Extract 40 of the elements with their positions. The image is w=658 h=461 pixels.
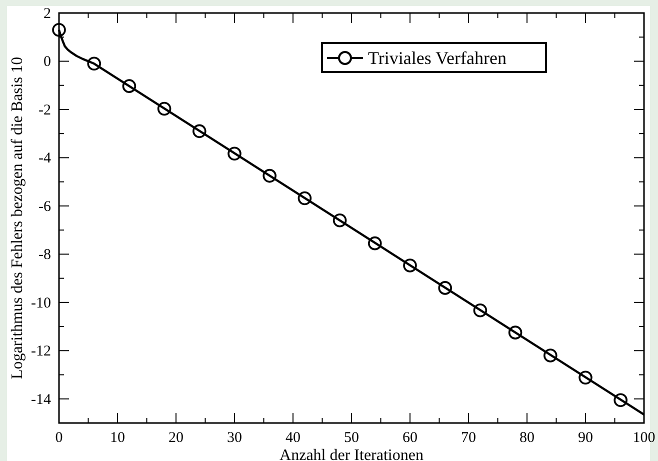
x-tick-label: 0	[55, 430, 63, 446]
legend-label: Triviales Verfahren	[368, 48, 506, 68]
point	[228, 146, 242, 161]
x-tick-label: 30	[227, 430, 242, 446]
point	[298, 191, 312, 206]
y-tick-label: -6	[38, 198, 52, 215]
x-tick-label: 50	[344, 430, 359, 446]
point	[614, 393, 628, 407]
point	[368, 236, 382, 250]
x-tick-label: 20	[168, 430, 184, 446]
y-tick-label: -2	[38, 102, 51, 118]
y-tick-label: 2	[44, 6, 51, 22]
x-axis-title: Anzahl der Iterationen	[280, 447, 424, 461]
point	[578, 370, 592, 385]
point	[262, 168, 276, 183]
x-tick-label: 60	[402, 430, 418, 446]
y-tick-label: -12	[31, 344, 51, 360]
point	[438, 281, 452, 295]
x-tick-label: 10	[110, 430, 125, 446]
point	[473, 303, 488, 318]
x-tick-label: 100	[632, 430, 656, 446]
x-tick-label: 40	[286, 430, 300, 446]
y-tick-label: -4	[38, 150, 52, 167]
point	[87, 56, 101, 71]
point	[192, 124, 206, 138]
point	[403, 258, 417, 272]
y-tick-label: -8	[38, 247, 51, 264]
point	[157, 102, 172, 116]
point	[52, 22, 66, 37]
x-tick-label: 80	[520, 430, 534, 446]
point	[508, 326, 522, 340]
y-axis-title: Logarithmus des Fehlers bezogen auf die Basis 10	[9, 56, 26, 380]
point	[332, 214, 347, 228]
y-tick-label: -10	[31, 295, 51, 312]
x-tick-label: 90	[578, 430, 593, 446]
x-tick-label: 70	[461, 430, 476, 446]
y-tick-label: 0	[44, 54, 51, 70]
y-tick-label: -14	[31, 392, 52, 408]
point	[122, 79, 136, 93]
point	[544, 348, 558, 362]
